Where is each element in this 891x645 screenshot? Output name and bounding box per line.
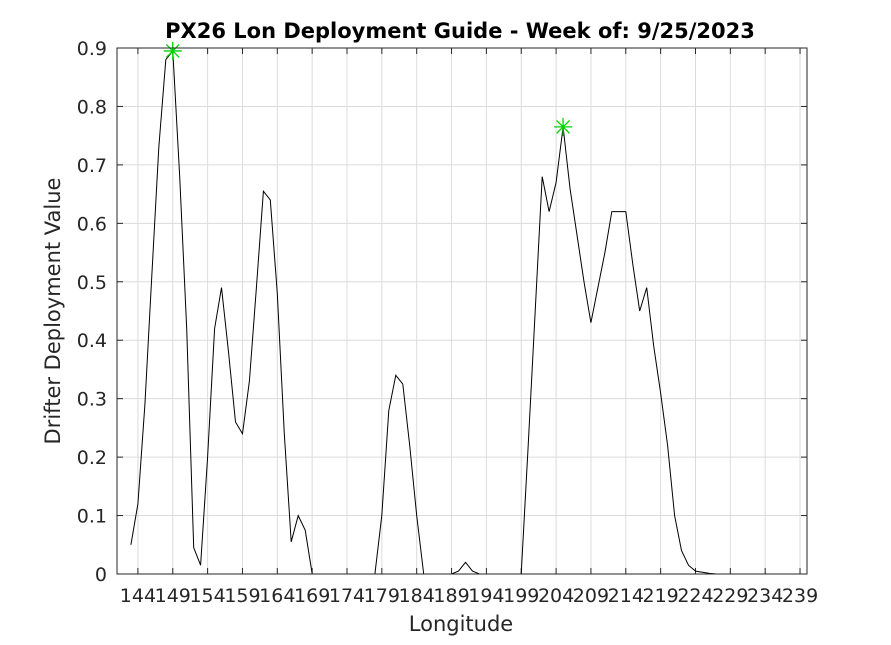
x-tick-label: 199 [503,585,539,607]
x-tick-label: 159 [224,585,260,607]
peak-markers [163,41,573,136]
grid-lines [117,47,807,575]
peak-marker [554,117,573,136]
x-tick-label: 239 [782,585,818,607]
x-tick-label: 219 [643,585,679,607]
y-tick-label: 0.8 [77,96,107,118]
x-tick-label: 189 [433,585,469,607]
x-tick-label: 184 [399,585,435,607]
x-tick-label: 224 [677,585,713,607]
x-tick-label: 204 [538,585,574,607]
x-axis-ticks: 1441491541591641691741791841891941992042… [120,48,818,607]
y-tick-label: 0 [95,564,107,586]
y-axis-label: Drifter Deployment Value [41,178,65,445]
peak-marker [163,41,182,60]
x-tick-label: 229 [712,585,748,607]
y-tick-label: 0.4 [77,330,107,352]
x-tick-label: 174 [329,585,365,607]
x-tick-label: 214 [608,585,644,607]
x-tick-label: 194 [468,585,504,607]
plot-area [117,48,807,574]
y-tick-label: 0.9 [77,38,107,60]
x-tick-label: 169 [294,585,330,607]
x-tick-label: 209 [573,585,609,607]
y-tick-label: 0.3 [77,389,107,411]
x-tick-label: 234 [747,585,783,607]
x-tick-label: 144 [120,585,156,607]
plot-frame [116,47,808,575]
y-tick-label: 0.5 [77,272,107,294]
x-tick-label: 154 [189,585,225,607]
x-tick-label: 149 [155,585,191,607]
x-tick-label: 164 [259,585,295,607]
y-tick-label: 0.1 [77,506,107,528]
y-tick-label: 0.7 [77,155,107,177]
y-tick-label: 0.6 [77,213,107,235]
y-tick-label: 0.2 [77,447,107,469]
chart-title: PX26 Lon Deployment Guide - Week of: 9/2… [165,19,755,43]
x-tick-label: 179 [364,585,400,607]
x-axis-label: Longitude [409,612,513,636]
